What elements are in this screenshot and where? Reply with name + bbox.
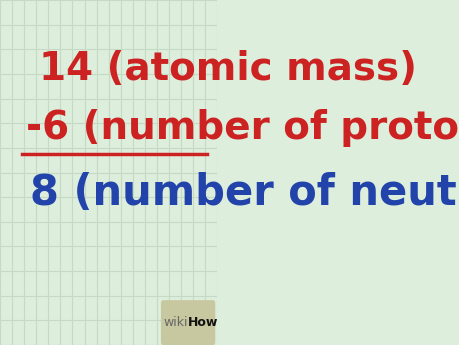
Text: 14 (atomic mass): 14 (atomic mass) [39, 50, 416, 88]
Text: How: How [188, 316, 218, 329]
Text: -6 (number of protons): -6 (number of protons) [26, 109, 459, 147]
Text: wiki: wiki [163, 316, 188, 329]
Text: 8 (number of neutrons): 8 (number of neutrons) [30, 172, 459, 214]
FancyBboxPatch shape [161, 300, 215, 345]
